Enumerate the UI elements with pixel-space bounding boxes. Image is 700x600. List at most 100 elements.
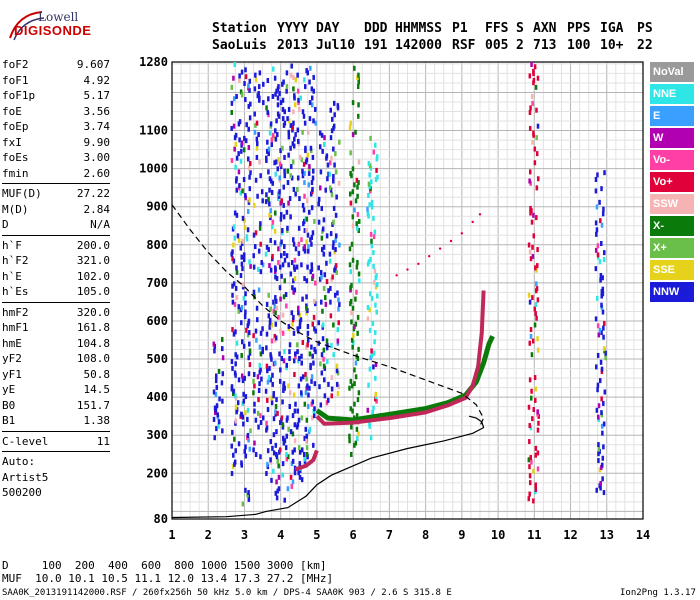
echo-dot: [372, 263, 375, 269]
echo-dot: [254, 77, 258, 83]
echo-dot: [244, 300, 247, 306]
echo-dot: [231, 283, 234, 289]
echo-dot: [536, 123, 540, 129]
echo-dot: [322, 244, 326, 250]
echo-dot: [311, 415, 314, 421]
echo-dot: [253, 202, 256, 208]
echo-dot: [286, 454, 290, 460]
echo-dot: [240, 148, 243, 154]
echo-dot: [595, 231, 598, 237]
echo-dot: [249, 263, 252, 269]
echo-dot: [221, 346, 224, 352]
echo-dot: [310, 374, 314, 380]
echo-dot: [241, 282, 245, 288]
echo-dot: [286, 225, 289, 231]
echo-dot: [303, 244, 307, 250]
echo-dot: [243, 218, 246, 224]
echo-dot: [314, 106, 317, 112]
echo-dot: [244, 74, 248, 80]
trace-f-ordinary: [315, 290, 486, 426]
echo-dot: [314, 328, 317, 334]
echo-dot: [259, 241, 262, 247]
echo-dot: [312, 88, 315, 94]
echo-dot: [256, 141, 259, 147]
echo-dot: [290, 310, 294, 316]
echo-dot: [231, 464, 235, 470]
echo-dot: [368, 202, 371, 208]
param-value: 161.8: [76, 321, 110, 334]
echo-dot: [596, 352, 600, 358]
echo-dot: [270, 137, 274, 143]
echo-dot: [374, 375, 377, 381]
echo-dot: [249, 170, 252, 176]
echo-dot: [534, 397, 537, 403]
echo-dot: [258, 362, 262, 368]
param-label: yF2: [2, 352, 22, 365]
echo-dot: [536, 75, 540, 81]
echo-dot: [274, 128, 277, 134]
echo-dot: [356, 193, 359, 199]
echo-dot: [333, 162, 336, 168]
echo-dot: [301, 202, 305, 208]
echo-dot: [371, 410, 374, 416]
echo-dot: [528, 178, 531, 184]
echo-dot: [268, 187, 271, 193]
echo-dot: [529, 205, 532, 211]
echo-dot: [460, 232, 464, 235]
echo-dot: [278, 351, 281, 357]
echo-dot: [247, 145, 251, 151]
echo-dot: [351, 132, 355, 138]
echo-dot: [301, 129, 304, 135]
echo-dot: [309, 362, 312, 368]
echo-dot: [292, 330, 296, 336]
param-row: h`E 102.0: [2, 269, 110, 285]
echo-dot: [325, 260, 328, 266]
echo-dot: [283, 349, 286, 355]
echo-dot: [286, 180, 290, 186]
echo-dot: [247, 355, 250, 361]
echo-dot: [237, 377, 241, 383]
echo-dot: [234, 285, 238, 291]
echo-dot: [215, 426, 218, 432]
muf-row: MUF 10.0 10.1 10.5 11.1 12.0 13.4 17.3 2…: [2, 572, 334, 585]
echo-dot: [528, 464, 531, 470]
echo-dot: [310, 86, 314, 92]
echo-dot: [242, 147, 246, 153]
echo-dot: [279, 212, 283, 218]
echo-dot: [244, 138, 248, 144]
param-value: 9.607: [76, 58, 110, 71]
echo-dot: [246, 407, 250, 413]
echo-dot: [355, 177, 359, 183]
echo-dot: [350, 282, 353, 288]
echo-dot: [292, 186, 296, 192]
echo-dot: [536, 247, 539, 253]
echo-dot: [235, 93, 238, 99]
echo-dot: [334, 263, 338, 269]
echo-dot: [321, 226, 325, 232]
echo-dot: [536, 466, 540, 472]
echo-dot: [367, 193, 370, 199]
echo-dot: [311, 102, 314, 108]
echo-dot: [260, 260, 263, 266]
echo-dot: [305, 305, 308, 311]
echo-dot: [322, 356, 325, 362]
echo-dot: [212, 389, 216, 395]
echo-dot: [234, 418, 238, 424]
echo-dot: [283, 250, 286, 256]
echo-dot: [281, 106, 285, 112]
echo-dot: [293, 447, 296, 453]
echo-dot: [247, 126, 250, 132]
echo-dot: [273, 228, 277, 234]
echo-dot: [321, 308, 324, 314]
echo-dot: [237, 304, 240, 310]
echo-dot: [535, 285, 539, 291]
echo-dot: [233, 235, 237, 241]
echo-dot: [235, 212, 239, 218]
echo-dot: [354, 296, 357, 302]
echo-dot: [301, 296, 304, 302]
echo-dot: [336, 391, 340, 397]
echo-dot: [282, 294, 286, 300]
echo-dot: [217, 368, 221, 374]
echo-dot: [528, 109, 532, 115]
